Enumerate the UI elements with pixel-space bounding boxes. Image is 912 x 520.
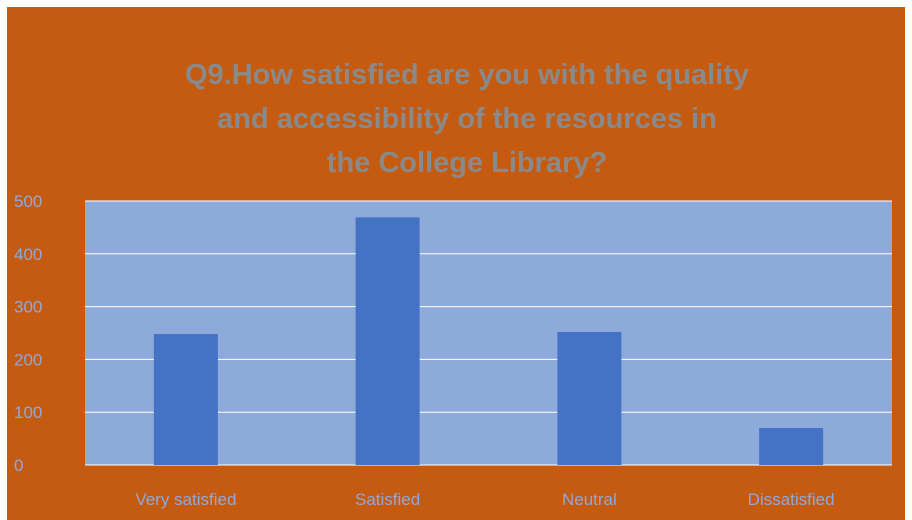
y-tick-label-100: 100 — [14, 403, 42, 422]
y-tick-label-300: 300 — [14, 298, 42, 317]
x-axis-ticks: Very satisfied Satisfied Neutral Dissatisfi… — [135, 490, 834, 509]
bar-neutral — [557, 331, 622, 465]
gridlines — [85, 200, 892, 466]
chart-title-line-2: and accessibility of the resources in — [217, 103, 717, 135]
y-axis-ticks: 0 100 200 300 400 500 — [14, 192, 42, 475]
chart-title-line-3: the College Library? — [326, 147, 608, 179]
x-tick-label-satisfied: Satisfied — [355, 490, 420, 509]
bar-very-satisfied — [153, 334, 218, 465]
y-tick-label-400: 400 — [14, 245, 42, 264]
plot-area — [85, 201, 892, 465]
chart-title-line-1: Q9.How satisfied are you with the qualit… — [185, 59, 749, 91]
x-tick-label-dissatisfied: Dissatisfied — [748, 490, 835, 509]
y-tick-label-500: 500 — [14, 192, 42, 211]
bars — [153, 217, 824, 465]
x-tick-label-neutral: Neutral — [562, 490, 617, 509]
y-tick-label-200: 200 — [14, 350, 42, 369]
bar-satisfied — [355, 217, 420, 465]
y-tick-label-0: 0 — [14, 456, 23, 475]
bar-dissatisfied — [759, 428, 824, 465]
x-tick-label-very-satisfied: Very satisfied — [135, 490, 236, 509]
chart-title: Q9.How satisfied are you with the qualit… — [137, 53, 797, 185]
